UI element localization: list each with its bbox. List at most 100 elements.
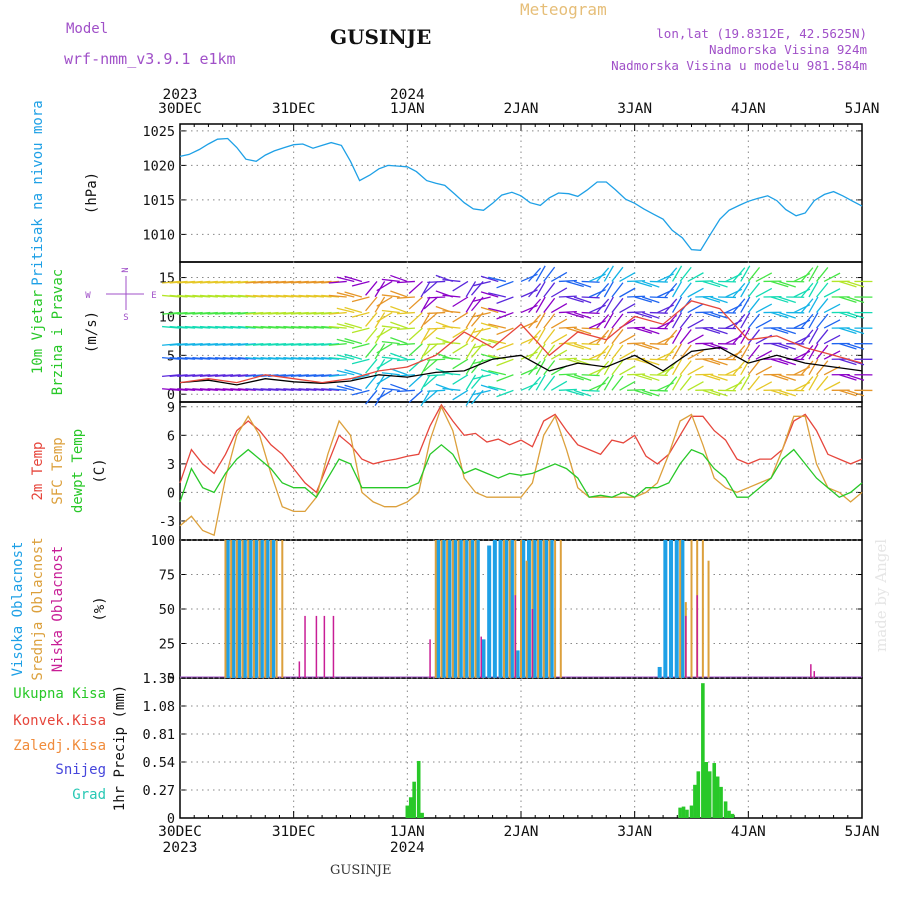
wind-vector	[390, 274, 408, 283]
temp-side-label-2: dewpt Temp	[70, 429, 86, 513]
grid	[179, 124, 863, 818]
cloud-bar	[504, 540, 509, 678]
wind-vector	[305, 374, 325, 377]
model-name: wrf-nmm_v3.9.1 e1km	[64, 50, 236, 68]
wind-vector	[177, 357, 196, 360]
wind-vector	[671, 343, 683, 360]
wind-vector	[321, 311, 340, 315]
wind-vector	[268, 343, 287, 346]
wind-vector	[427, 374, 446, 377]
wind-vector	[839, 311, 857, 319]
wind-vector	[496, 327, 514, 336]
wind-vector	[252, 343, 271, 346]
cloud-unit-label: (%)	[92, 596, 108, 621]
wind-vector	[710, 389, 728, 397]
cloud-bar	[275, 540, 278, 678]
precip-bar	[701, 683, 705, 818]
y-tick-label: 50	[159, 602, 175, 618]
wind-vector	[268, 357, 287, 360]
wind-vector	[839, 327, 857, 335]
wind-vector	[390, 290, 408, 298]
cloud-bar	[463, 540, 466, 678]
wind-vector	[396, 389, 415, 393]
wind-vector	[199, 325, 218, 329]
pressure-panel: 1010 1015 1020 1025	[142, 124, 863, 251]
wind-vector	[573, 296, 592, 304]
wind-vector	[237, 388, 256, 391]
wind-vector	[550, 380, 568, 391]
time-axis: 30DEC 30DEC 31DEC 31DEC 1JAN 1JAN 2JAN 2JAN 3JAN…	[158, 87, 879, 856]
wind-vector	[687, 318, 704, 329]
wind-vector	[488, 323, 506, 329]
precip-bar	[730, 813, 735, 818]
wind-vector	[480, 337, 499, 345]
wind-vector	[423, 327, 439, 341]
wind-vector	[230, 311, 249, 315]
wind-vector	[230, 280, 249, 284]
wind-vector	[603, 343, 614, 360]
wind-vector	[747, 313, 761, 329]
bottom-day-label: 4JAN	[731, 824, 766, 840]
wind-vector	[543, 375, 556, 391]
wind-vector	[408, 312, 423, 326]
wind-vector	[480, 368, 499, 376]
bottom-day-label: 3JAN	[617, 824, 652, 840]
wind-vector	[390, 337, 408, 345]
wind-vector	[732, 376, 746, 391]
wind-vector	[298, 294, 317, 298]
wind-vector	[420, 281, 431, 298]
precip-bar	[420, 812, 424, 818]
wind-vector	[634, 389, 653, 397]
wind-unit-label: (m/s)	[84, 311, 100, 353]
model-label: Model	[66, 21, 108, 37]
wind-vector	[528, 345, 542, 360]
wind-vector	[344, 384, 363, 391]
wind-vector	[710, 311, 728, 319]
wind-vector	[846, 343, 865, 350]
wind-vector	[365, 312, 378, 327]
top-day-label: 31DEC	[272, 101, 316, 117]
wind-vector	[396, 374, 415, 377]
y-tick-label: 1015	[142, 193, 175, 209]
wind-vector	[376, 280, 393, 292]
bottom-year-label: 2023	[163, 840, 198, 856]
cloud-bar	[502, 540, 505, 678]
wind-vector	[649, 296, 668, 299]
y-tick-label: 15	[159, 271, 175, 287]
wind-vector	[260, 294, 279, 298]
wind-vector	[423, 389, 439, 403]
wind-vector	[396, 311, 415, 315]
wind-vector	[268, 325, 287, 329]
wind-vector	[627, 280, 646, 283]
cloud-bar	[481, 639, 486, 678]
wind-vector	[581, 311, 600, 315]
wind-vector	[184, 388, 203, 391]
cloud-bar	[241, 540, 244, 678]
wind-vector	[687, 334, 704, 345]
wind-vector	[642, 296, 660, 304]
precip-bar	[715, 776, 720, 818]
y-tick-label: 0	[167, 387, 175, 403]
wind-vector	[839, 389, 857, 397]
wind-vector	[543, 328, 556, 345]
wind-vector	[427, 327, 446, 330]
wind-vector	[634, 280, 653, 288]
cloud-bar	[690, 540, 693, 678]
wind-vector	[642, 327, 660, 335]
wind-vector	[192, 388, 211, 391]
cloud-bar	[696, 595, 698, 678]
y-tick-label: 1.35	[142, 671, 175, 687]
wind-vector	[671, 358, 683, 376]
wind-vector	[321, 294, 340, 298]
wind-vector	[634, 296, 653, 303]
y-tick-label: 6	[167, 428, 175, 444]
cloud-bar	[242, 540, 247, 678]
cloud-bar	[464, 540, 469, 678]
wind-vector	[671, 327, 683, 344]
wind-vector	[275, 280, 294, 284]
wind-vector	[473, 374, 491, 380]
cloud-bar	[525, 560, 528, 678]
wind-vector	[169, 357, 188, 360]
pressure-side-label: Pritisak na nivou mora	[30, 100, 46, 285]
wind-vector	[642, 389, 660, 397]
